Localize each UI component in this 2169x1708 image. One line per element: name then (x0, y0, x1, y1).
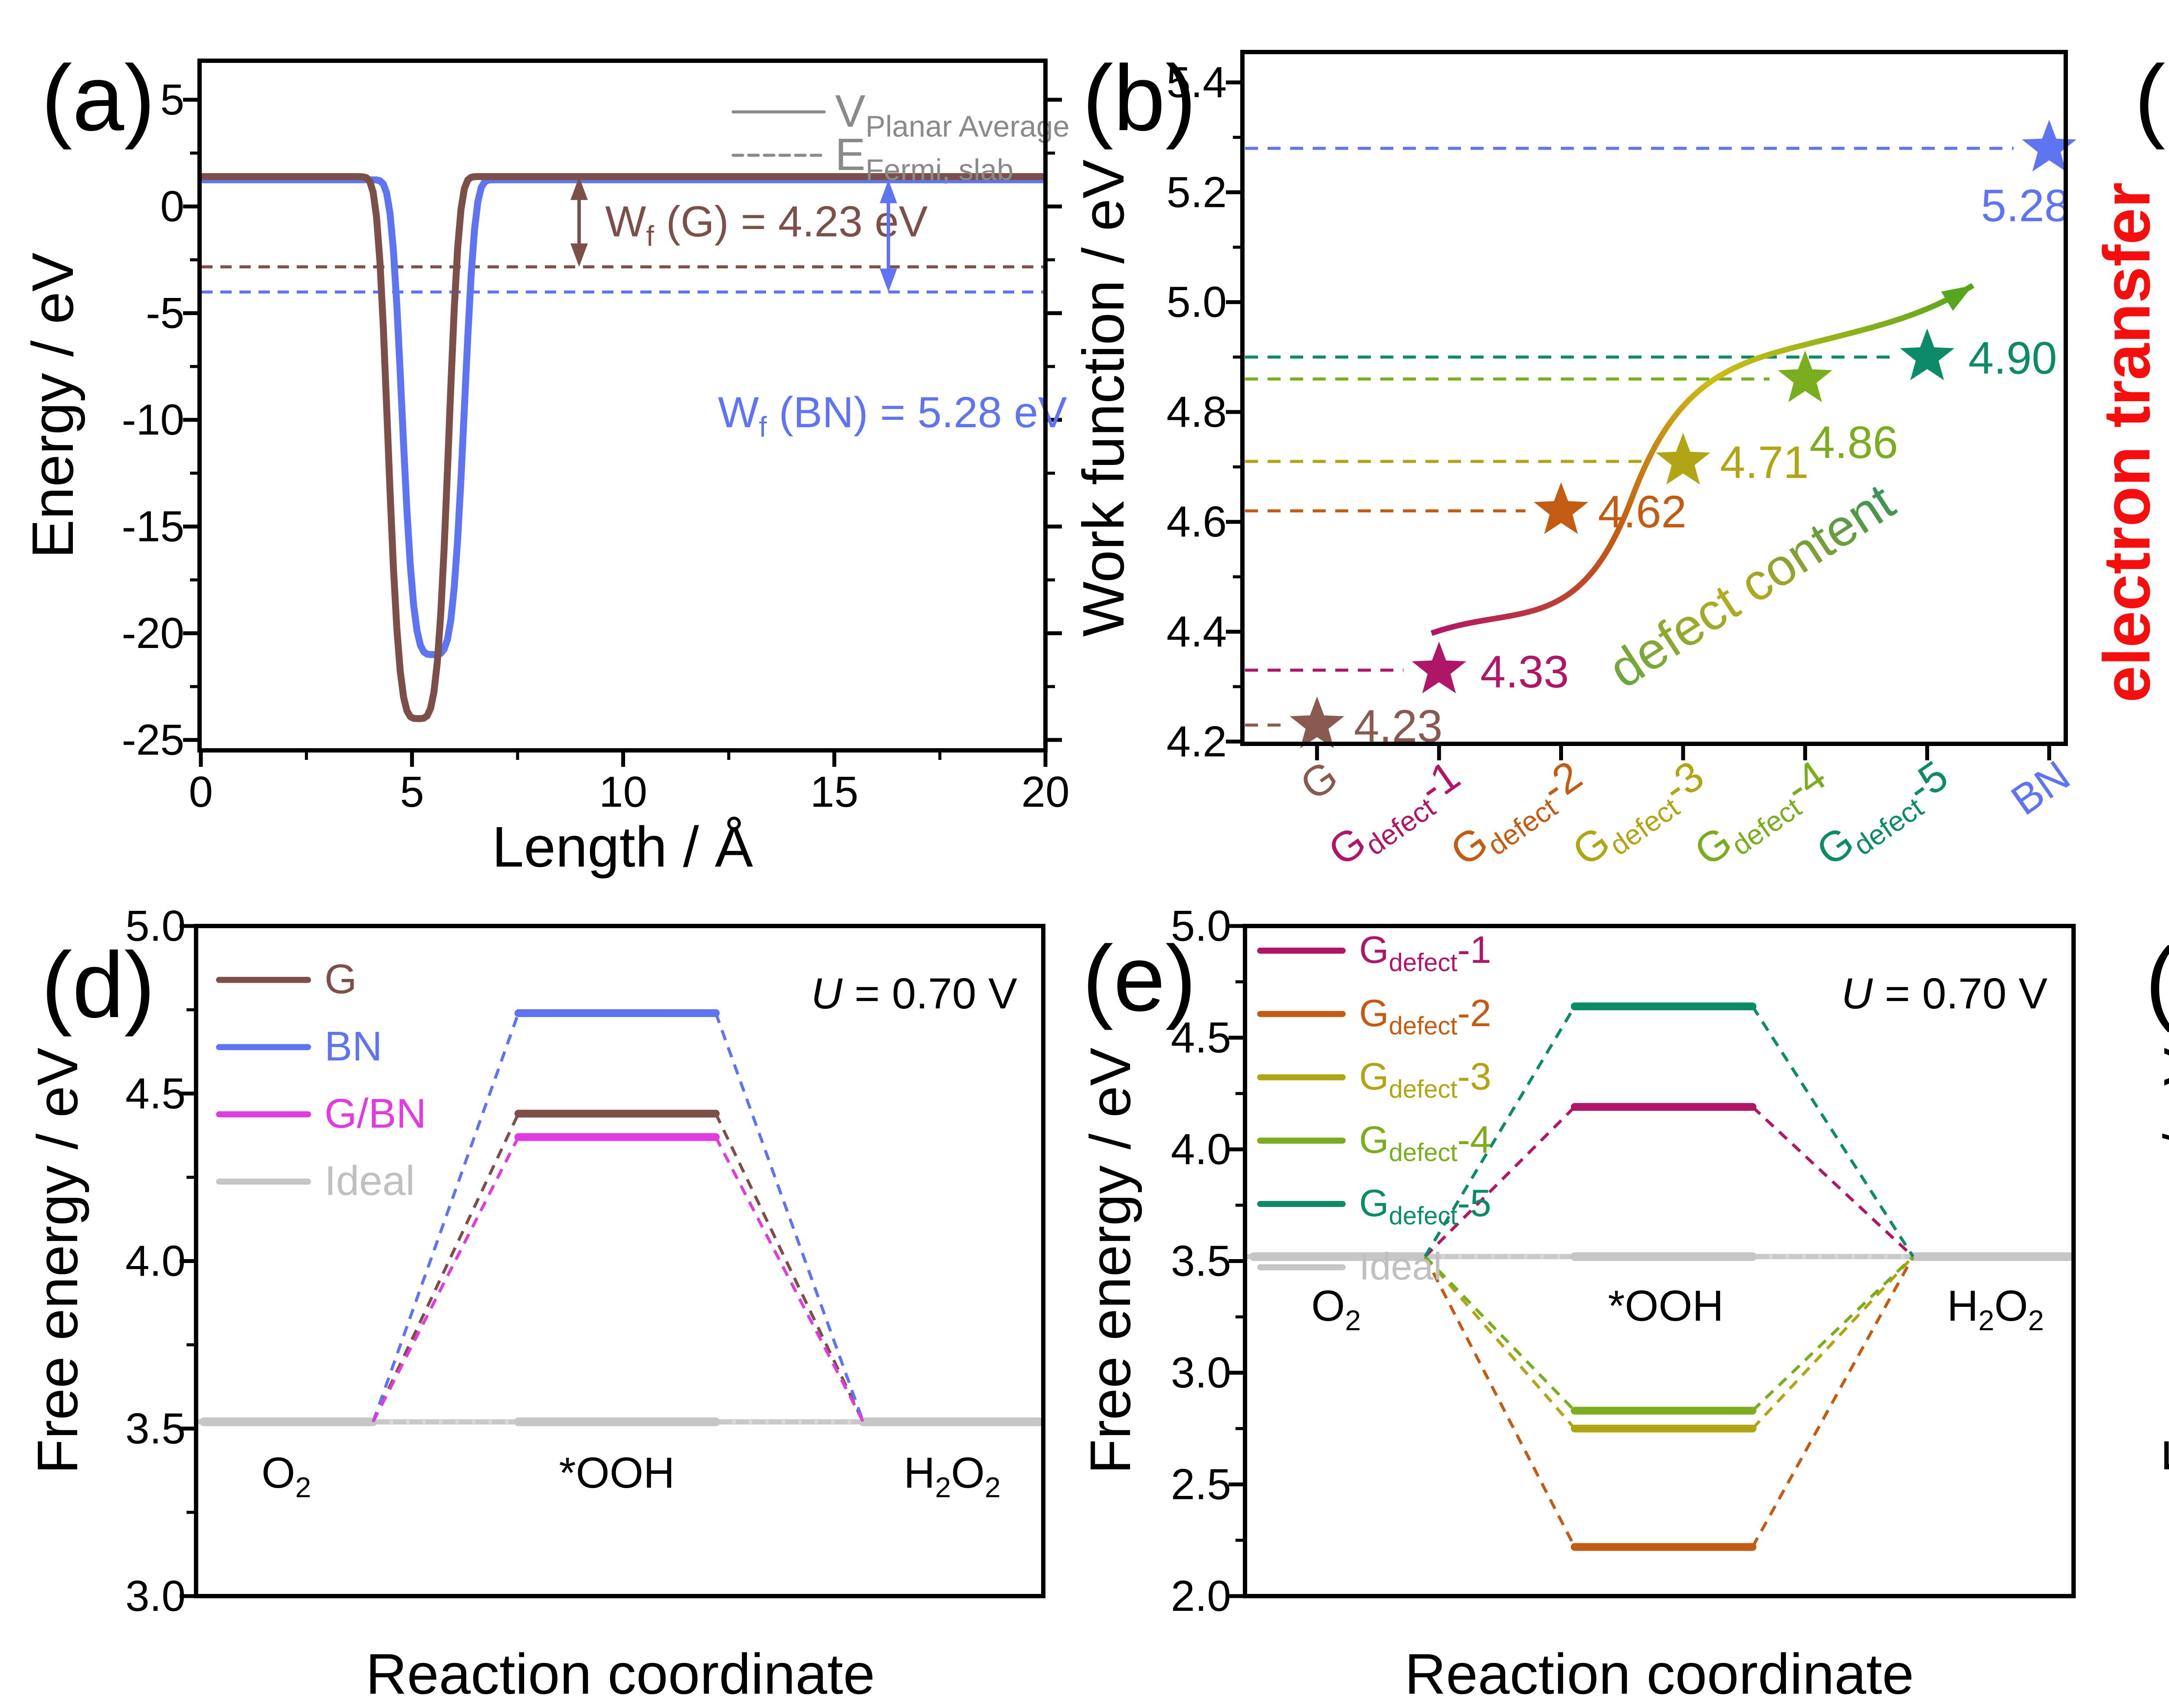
svg-text:Gdefect-4: Gdefect-4 (1359, 1118, 1491, 1167)
svg-text:-15: -15 (121, 502, 184, 551)
star-marker (1900, 328, 1955, 380)
svg-text:0: 0 (189, 768, 213, 816)
svg-text:H2O2: H2O2 (1947, 1282, 2044, 1336)
defect-content-trend-arrow (1430, 283, 1975, 636)
svg-text:4.2: 4.2 (1166, 717, 1227, 766)
svg-text:-25: -25 (121, 716, 184, 764)
svg-text:BN: BN (2002, 751, 2078, 824)
svg-text:O2: O2 (1311, 1282, 1361, 1336)
electron-transfer-label: electron transfer (2090, 182, 2164, 703)
star-marker (1778, 350, 1832, 402)
svg-text:EFermi, slab: EFermi, slab (835, 129, 1013, 187)
svg-text:Length / Å: Length / Å (492, 815, 753, 879)
potential-label: U = 0.70 V (811, 969, 1018, 1018)
svg-text:Free energy / eV: Free energy / eV (1078, 1047, 1142, 1474)
svg-text:Gdefect-2: Gdefect-2 (1442, 751, 1594, 880)
panel-f-label: (f) (2145, 928, 2169, 1033)
svg-text:4.62: 4.62 (1598, 487, 1687, 537)
svg-text:5.0: 5.0 (125, 902, 186, 950)
svg-text:5.2: 5.2 (1166, 168, 1227, 216)
svg-text:5.0: 5.0 (1166, 278, 1227, 327)
svg-text:Energy / eV: Energy / eV (20, 252, 85, 558)
svg-text:3.5: 3.5 (1171, 1237, 1231, 1286)
svg-text:4.4: 4.4 (1166, 608, 1227, 656)
svg-text:4.71: 4.71 (1720, 437, 1809, 488)
svg-text:BN: BN (324, 1023, 382, 1070)
svg-text:H2O2: H2O2 (904, 1449, 1000, 1503)
svg-text:4.90: 4.90 (1969, 333, 2057, 383)
svg-text:3.0: 3.0 (125, 1572, 186, 1620)
svg-text:0: 0 (160, 182, 184, 231)
star-marker (1533, 482, 1589, 534)
star-marker (1290, 696, 1344, 749)
svg-text:5: 5 (160, 75, 184, 124)
svg-text:3.0: 3.0 (1171, 1348, 1231, 1397)
svg-text:VPlanar Average: VPlanar Average (835, 86, 1070, 143)
svg-text:G/BN: G/BN (324, 1090, 426, 1137)
svg-text:4.86: 4.86 (1809, 417, 1898, 468)
svg-text:10: 10 (599, 768, 647, 816)
star-marker (1656, 432, 1710, 485)
planar-average-curve-g (200, 173, 1046, 722)
svg-text:5.28: 5.28 (1981, 180, 2070, 231)
svg-text:*OOH: *OOH (559, 1449, 675, 1497)
panel-b-label: (b) (1082, 46, 1196, 150)
svg-text:20: 20 (1021, 768, 1069, 816)
svg-text:-20: -20 (121, 609, 184, 658)
svg-text:Gdefect-1: Gdefect-1 (1320, 751, 1472, 880)
svg-text:2.5: 2.5 (1171, 1460, 1231, 1509)
panel-c-label: (c) (2134, 46, 2169, 150)
svg-text:4.5: 4.5 (125, 1069, 186, 1118)
svg-text:5.4: 5.4 (1166, 58, 1227, 107)
svg-text:Work function / eV: Work function / eV (1071, 160, 1136, 637)
panel-d-label: (d) (41, 933, 155, 1037)
svg-text:Gdefect-4: Gdefect-4 (1686, 751, 1838, 880)
svg-text:4.6: 4.6 (1166, 497, 1227, 546)
svg-text:Ideal: Ideal (324, 1158, 415, 1204)
svg-text:4.33: 4.33 (1480, 647, 1569, 697)
svg-text:4.0: 4.0 (1171, 1125, 1231, 1174)
panel-a-label: (a) (41, 46, 155, 150)
svg-text:O2: O2 (262, 1449, 311, 1503)
svg-text:G: G (324, 956, 357, 1002)
panel-b: 5.4 5.2 5.0 4.8 4.6 4.4 4.2 Work function / eV G… (1071, 50, 2078, 880)
star-marker (2022, 120, 2077, 172)
panel-e: 5.0 4.5 4.0 3.5 3.0 2.5 2.0 Free energy / eV Rea… (1078, 902, 2076, 1706)
svg-text:Gdefect-1: Gdefect-1 (1359, 928, 1491, 977)
svg-text:4.5: 4.5 (1171, 1014, 1231, 1062)
panel-c: electron transferDefect grapheneBoron ni… (2090, 182, 2164, 703)
svg-text:Ideal: Ideal (1359, 1245, 1442, 1288)
svg-text:5.0: 5.0 (1171, 902, 1231, 950)
svg-text:Gdefect-3: Gdefect-3 (1564, 751, 1716, 880)
svg-text:Wf (BN) = 5.28 eV: Wf (BN) = 5.28 eV (718, 388, 1067, 443)
svg-text:Free energy / eV: Free energy / eV (2152, 1047, 2169, 1474)
svg-text:G: G (1292, 751, 1347, 809)
potential-label: U = 0.70 V (1841, 969, 2048, 1018)
svg-text:Free energy / eV: Free energy / eV (26, 1047, 89, 1474)
svg-text:-5: -5 (146, 289, 184, 337)
panel-d: 5.0 4.5 4.0 3.5 3.0 Free energy / eV Reaction … (26, 902, 1045, 1706)
svg-text:Wf (G) = 4.23 eV: Wf (G) = 4.23 eV (605, 197, 928, 252)
svg-text:4.0: 4.0 (125, 1237, 186, 1286)
svg-text:2.0: 2.0 (1171, 1572, 1231, 1620)
svg-text:Gdefect-5: Gdefect-5 (1359, 1181, 1491, 1230)
panel-e-label: (e) (1082, 926, 1196, 1031)
svg-text:4.8: 4.8 (1166, 388, 1227, 436)
svg-text:Gdefect-3: Gdefect-3 (1359, 1055, 1491, 1103)
svg-text:Reaction coordinate: Reaction coordinate (1405, 1642, 1914, 1706)
svg-text:*OOH: *OOH (1608, 1282, 1724, 1330)
svg-text:-10: -10 (121, 396, 184, 444)
svg-text:15: 15 (810, 768, 858, 816)
svg-text:Gdefect-5: Gdefect-5 (1808, 751, 1960, 880)
svg-text:5: 5 (400, 768, 424, 816)
svg-text:Gdefect-2: Gdefect-2 (1359, 991, 1491, 1040)
svg-text:Reaction coordinate: Reaction coordinate (366, 1642, 875, 1706)
svg-text:3.5: 3.5 (125, 1404, 186, 1453)
star-marker (1412, 641, 1467, 694)
